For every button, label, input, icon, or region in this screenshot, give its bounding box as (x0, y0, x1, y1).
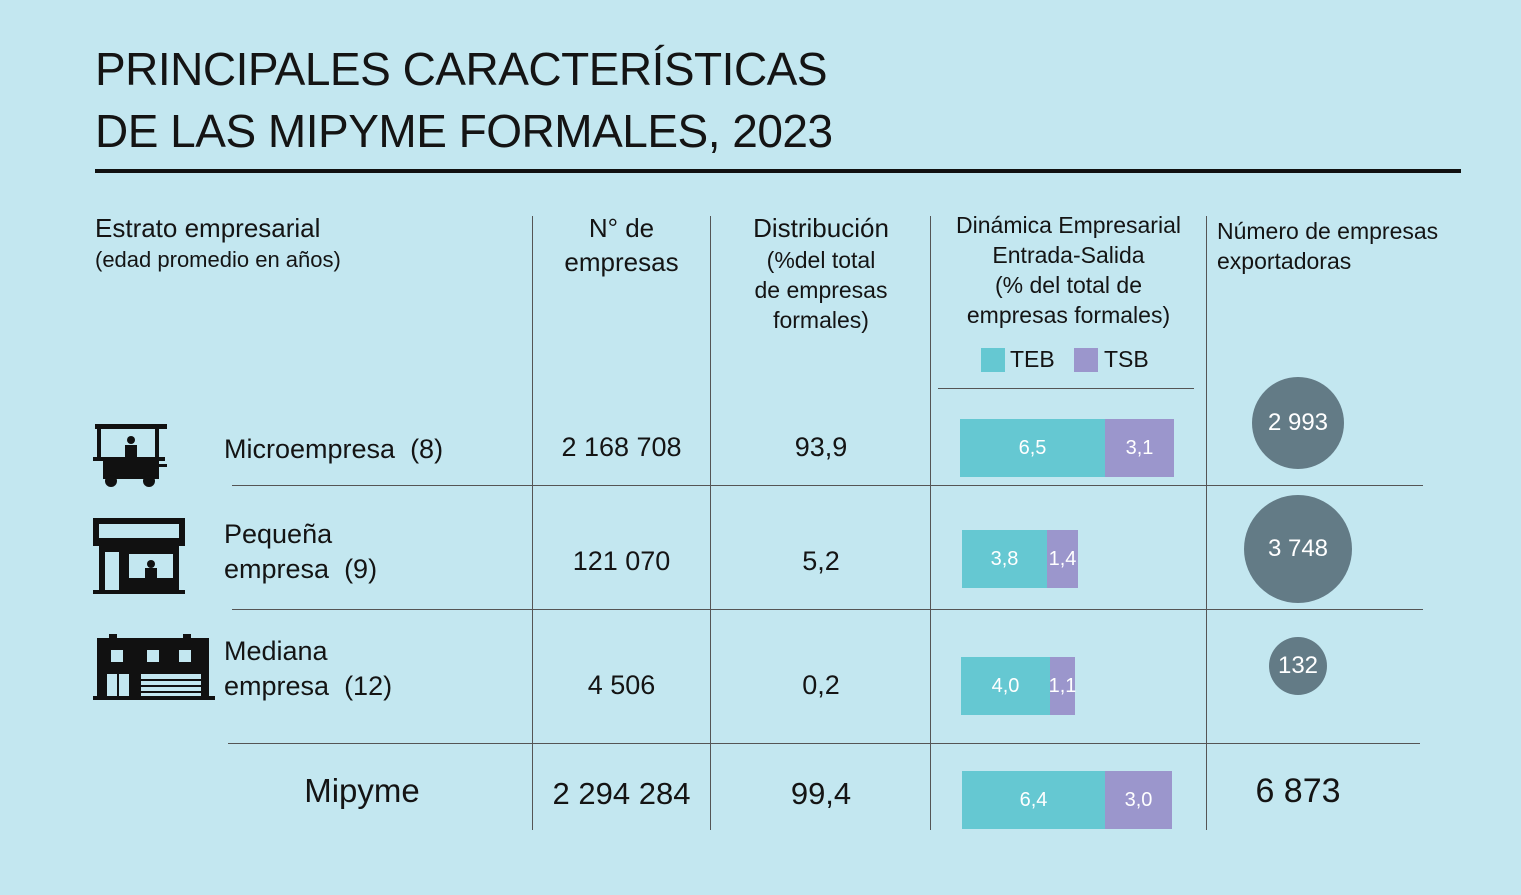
row-label-age: (12) (344, 671, 393, 701)
shop-icon (93, 518, 185, 594)
cell-n-micro: 2 168 708 (561, 432, 682, 462)
column-divider (532, 216, 533, 830)
row-label-microempresa: Microempresa (8) (224, 432, 443, 467)
header-estrato-line-2: (edad promedio en años) (95, 247, 341, 272)
cell-n-pequena: 121 070 (572, 546, 671, 576)
legend-tsb-label: TSB (1104, 346, 1149, 372)
row-label-mediana: Mediana empresa (12) (224, 634, 392, 704)
row-label-age: (9) (344, 554, 378, 584)
legend-teb-swatch (981, 348, 1005, 372)
bar-pequena: 3,8 1,4 (962, 530, 1078, 588)
bar-tsb-segment: 1,4 (1047, 530, 1078, 588)
row-label-text: Microempresa (224, 434, 396, 464)
bar-teb-segment: 6,5 (960, 419, 1105, 477)
row-label-mipyme: Mipyme (304, 772, 420, 809)
header-estrato: Estrato empresarial (edad promedio en añ… (95, 211, 341, 275)
legend-tsb-swatch (1074, 348, 1098, 372)
header-dist-line-1: Distribución (753, 213, 889, 243)
bar-tsb-segment: 3,1 (1105, 419, 1174, 477)
header-exportadoras: Número de empresas exportadoras (1217, 216, 1438, 276)
bar-tsb-segment: 1,1 (1049, 657, 1076, 715)
bar-tsb-segment: 3,0 (1105, 771, 1172, 829)
column-divider (710, 216, 711, 830)
column-divider (930, 216, 931, 830)
header-n-empresas: N° de empresas (533, 211, 710, 279)
header-din-line-1: Dinámica Empresarial (956, 212, 1181, 238)
header-n-line-2: empresas (564, 247, 679, 277)
bar-mediana: 4,0 1,1 (961, 657, 1076, 715)
header-distribucion: Distribución (%del total de empresas for… (711, 211, 931, 335)
row-divider (232, 609, 1423, 610)
bar-teb-segment: 6,4 (962, 771, 1105, 829)
title-divider (95, 169, 1461, 173)
cell-dist-mediana: 0,2 (802, 670, 840, 700)
bubble-exp-pequena: 3 748 (1244, 495, 1352, 603)
column-divider (1206, 216, 1207, 830)
legend-teb-label: TEB (1010, 346, 1055, 372)
bar-teb-segment: 4,0 (961, 657, 1050, 715)
header-dist-line-2: (%del total (766, 247, 876, 273)
row-divider (232, 485, 1423, 486)
cell-exp-mipyme: 6 873 (1255, 772, 1341, 810)
building-icon (93, 634, 215, 700)
row-label-age: (8) (410, 434, 444, 464)
header-din-line-2: Entrada-Salida (992, 242, 1145, 268)
row-label-text: empresa (224, 671, 330, 701)
cell-dist-mipyme: 99,4 (790, 776, 852, 811)
cell-n-mipyme: 2 294 284 (552, 776, 691, 811)
row-label-text: Pequeña (224, 519, 333, 549)
legend-divider (938, 388, 1194, 389)
header-exp-line-1: Número de empresas (1217, 218, 1439, 244)
cell-n-mediana: 4 506 (587, 670, 656, 700)
title-line-1: PRINCIPALES CARACTERÍSTICAS (95, 43, 828, 95)
cell-dist-pequena: 5,2 (802, 546, 840, 576)
header-dist-line-3: de empresas (754, 277, 888, 303)
row-label-pequena: Pequeña empresa (9) (224, 517, 377, 587)
header-n-line-1: N° de (588, 213, 655, 243)
row-divider (228, 743, 1420, 744)
header-din-line-3: (% del total de (994, 272, 1143, 298)
title-line-2: DE LAS MIPYME FORMALES, 2023 (95, 105, 833, 157)
bubble-exp-mediana: 132 (1269, 637, 1327, 695)
food-cart-icon (93, 422, 169, 488)
row-label-text: Mediana (224, 636, 328, 666)
header-dist-line-4: formales) (773, 307, 869, 333)
page-title: PRINCIPALES CARACTERÍSTICAS DE LAS MIPYM… (95, 38, 833, 162)
row-label-text: empresa (224, 554, 330, 584)
cell-dist-micro: 93,9 (794, 432, 848, 462)
header-exp-line-2: exportadoras (1217, 248, 1352, 274)
bar-teb-segment: 3,8 (962, 530, 1047, 588)
header-estrato-line-1: Estrato empresarial (95, 213, 321, 243)
bar-mipyme: 6,4 3,0 (962, 771, 1172, 829)
header-din-line-4: empresas formales) (966, 302, 1171, 328)
bubble-exp-micro: 2 993 (1252, 377, 1344, 469)
bar-micro: 6,5 3,1 (960, 419, 1174, 477)
header-dinamica: Dinámica Empresarial Entrada-Salida (% d… (931, 210, 1206, 330)
